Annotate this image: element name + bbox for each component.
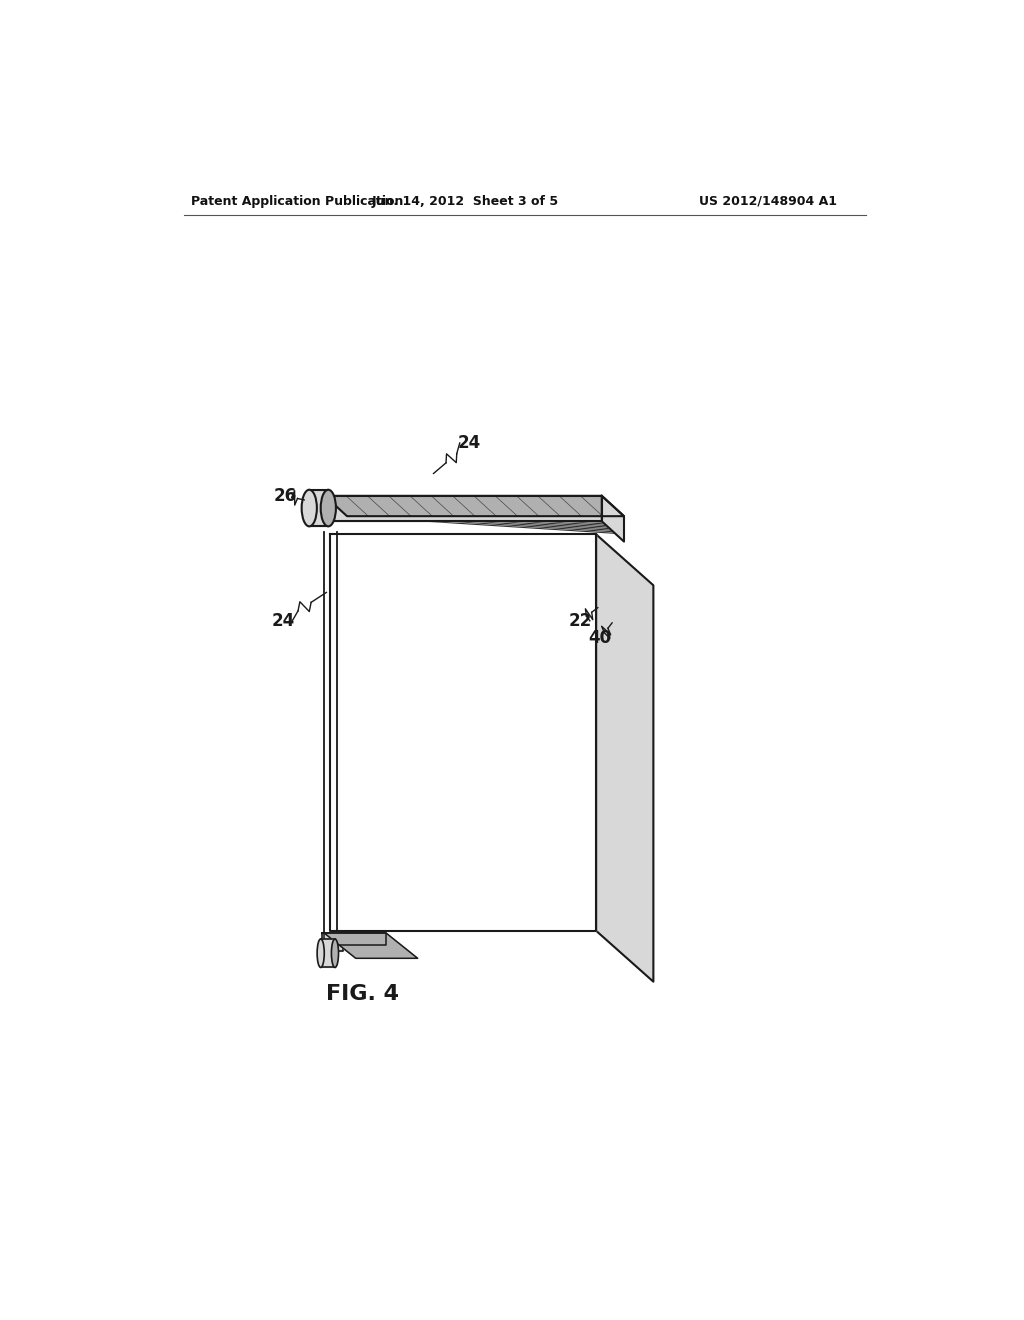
Text: 24: 24 <box>271 612 294 630</box>
Text: Patent Application Publication: Patent Application Publication <box>191 194 403 207</box>
Polygon shape <box>602 496 624 541</box>
Text: 22: 22 <box>568 612 592 630</box>
Ellipse shape <box>321 490 336 527</box>
Text: 24: 24 <box>458 434 481 451</box>
Text: Jun. 14, 2012  Sheet 3 of 5: Jun. 14, 2012 Sheet 3 of 5 <box>372 194 559 207</box>
Text: FIG. 4: FIG. 4 <box>326 983 398 1005</box>
Ellipse shape <box>332 939 339 968</box>
Ellipse shape <box>317 939 325 968</box>
Ellipse shape <box>302 490 316 527</box>
Polygon shape <box>309 490 329 527</box>
Polygon shape <box>324 933 386 945</box>
Polygon shape <box>321 939 335 968</box>
Polygon shape <box>323 933 343 952</box>
Text: US 2012/148904 A1: US 2012/148904 A1 <box>699 194 838 207</box>
Polygon shape <box>331 535 596 931</box>
Polygon shape <box>596 535 653 982</box>
Polygon shape <box>324 933 418 958</box>
Text: 40: 40 <box>589 630 611 647</box>
Polygon shape <box>325 496 602 521</box>
Text: 26: 26 <box>273 487 297 504</box>
Polygon shape <box>325 496 624 516</box>
